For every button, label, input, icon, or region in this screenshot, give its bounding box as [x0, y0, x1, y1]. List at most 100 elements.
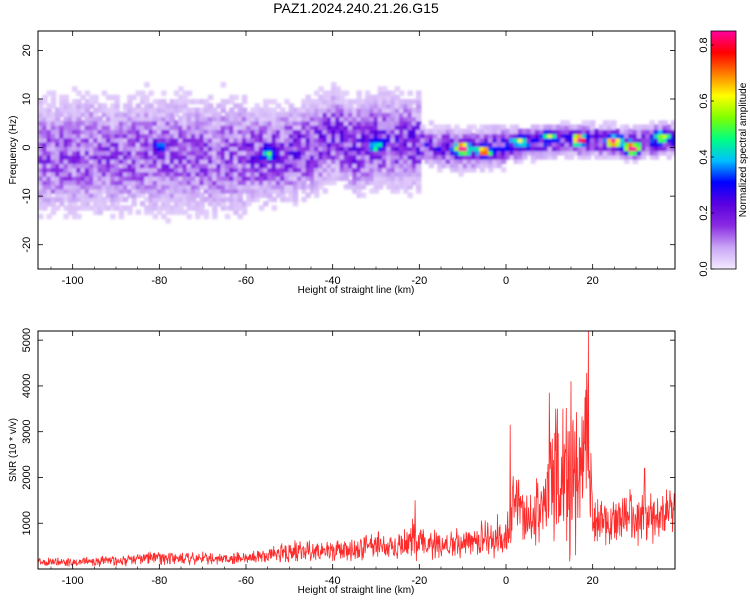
spectrogram-cell	[258, 162, 265, 169]
spectrogram-cell	[122, 162, 129, 169]
spectrogram-cell	[144, 82, 150, 88]
spectrogram-cell	[182, 150, 188, 156]
spectrogram-cell	[377, 90, 384, 96]
spectrogram-cell	[407, 184, 413, 190]
colorbar-tick-label: 0.8	[698, 37, 710, 52]
spectrogram-cell	[263, 124, 269, 130]
spectrogram-cell	[466, 158, 473, 164]
spectrogram-cell	[551, 141, 558, 147]
spectrogram-cell	[110, 179, 116, 186]
spectrogram-cell	[237, 128, 244, 135]
spectrogram-cell	[156, 205, 163, 211]
spectrogram-cell	[360, 128, 367, 135]
spectrogram-cell	[178, 205, 184, 211]
spectrogram-cell	[373, 133, 379, 139]
spectrogram-cell	[38, 188, 44, 194]
spectrogram-cell	[611, 128, 617, 135]
spectrogram-cell	[76, 120, 82, 126]
spectrogram-cell	[318, 162, 324, 169]
spectrogram-cell	[114, 154, 120, 160]
spectrogram-cell	[275, 103, 282, 109]
spectrogram-cell	[263, 137, 269, 143]
spectrogram-cell	[118, 116, 125, 122]
spectrogram-cell	[258, 184, 265, 190]
spectrogram-cell	[641, 145, 647, 152]
spectrogram-cell	[76, 196, 82, 203]
spectrogram-cell	[148, 154, 154, 160]
spectrogram-cell	[178, 171, 184, 177]
spectrogram-cell	[360, 99, 367, 105]
spectrogram-cell	[398, 150, 405, 156]
spectrogram-cell	[339, 90, 345, 96]
spectrogram-cell	[492, 154, 498, 160]
spectrogram-cell	[471, 124, 477, 130]
spectrogram-cell	[195, 133, 201, 139]
spectrogram-cell	[169, 133, 176, 139]
spectrogram-cell	[59, 201, 65, 207]
spectrogram-cell	[110, 184, 116, 190]
spectrogram-cell	[492, 128, 498, 135]
spectrogram-cell	[441, 145, 447, 152]
spectrogram-cell	[398, 111, 405, 118]
spectrogram-cell	[343, 116, 350, 122]
spectrogram-cell	[411, 107, 418, 113]
spectrogram-cell	[318, 171, 324, 177]
spectrogram-cell	[199, 171, 205, 177]
spectrogram-cell	[335, 175, 341, 181]
spectrogram-cell	[63, 107, 69, 113]
spectrogram-cell	[71, 111, 78, 118]
spectrogram-cell	[305, 133, 311, 139]
spectrogram-cell	[178, 133, 184, 139]
spectrogram-cell	[110, 133, 116, 139]
spectrogram-cell	[97, 116, 103, 122]
spectrogram-cell	[71, 86, 78, 92]
spectrogram-cell	[118, 150, 125, 156]
spectrogram-cell	[38, 196, 44, 203]
colorbar-gradient	[711, 31, 736, 269]
spectrogram-cell	[364, 137, 371, 143]
spectrogram-cell	[670, 150, 675, 156]
spectrogram-cell	[360, 145, 367, 152]
spectrogram-cell	[492, 162, 498, 169]
spectrogram-cell	[517, 145, 524, 152]
spectrogram-cell	[178, 196, 184, 203]
spectrogram-cell	[50, 196, 57, 203]
spectrogram-cell	[161, 154, 167, 160]
spectrogram-cell	[135, 145, 142, 152]
spectrogram-cell	[165, 103, 171, 109]
spectrogram-cell	[161, 103, 167, 109]
spectrogram-cell	[377, 124, 384, 130]
spectrogram-cell	[152, 158, 159, 164]
spectrogram-cell	[318, 124, 324, 130]
spectrogram-cell	[585, 128, 592, 135]
spectrogram-cell	[309, 145, 316, 152]
spectrogram-cell	[458, 137, 464, 143]
spectrogram-cell	[212, 116, 218, 122]
spectrogram-cell	[335, 158, 341, 164]
spectrogram-cell	[178, 141, 184, 147]
spectrogram-cell	[658, 133, 664, 139]
spectrogram-cell	[135, 179, 142, 186]
spectrogram-cell	[424, 133, 430, 139]
spectrogram-cell	[445, 124, 452, 130]
spectrogram-cell	[517, 150, 524, 156]
spectrogram-cell	[386, 107, 392, 113]
spectrogram-cell	[280, 120, 286, 126]
spectrogram-cell	[71, 99, 78, 105]
spectrogram-cell	[517, 141, 524, 147]
spectrogram-cell	[224, 188, 231, 194]
spectrogram-cell	[662, 137, 668, 143]
spectrogram-cell	[263, 150, 269, 156]
spectrogram-cell	[76, 150, 82, 156]
spectrogram-cell	[284, 116, 290, 122]
spectrogram-cell	[398, 124, 405, 130]
spectrogram-cell	[144, 107, 150, 113]
spectrogram-cell	[377, 86, 384, 92]
spectrogram-cell	[364, 179, 371, 186]
spectrogram-cell	[356, 111, 362, 118]
spectrogram-cell	[534, 150, 541, 156]
spectrogram-cell	[564, 120, 571, 126]
spectrogram-cell	[551, 133, 558, 139]
spectrogram-cell	[195, 171, 201, 177]
spectrogram-cell	[373, 128, 379, 135]
